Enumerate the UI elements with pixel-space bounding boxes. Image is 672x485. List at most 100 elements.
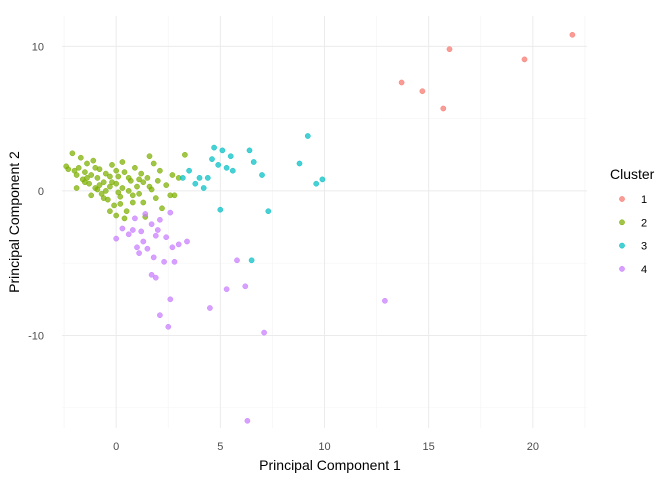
- data-point-cluster-2: [144, 175, 151, 181]
- data-point-cluster-2: [92, 164, 99, 171]
- data-point-cluster-2: [138, 170, 145, 177]
- data-point-cluster-2: [109, 179, 115, 186]
- legend-key-cluster-3: [619, 242, 625, 249]
- data-point-cluster-2: [163, 182, 170, 188]
- data-point-cluster-3: [265, 208, 272, 215]
- data-point-cluster-4: [223, 286, 230, 293]
- data-point-cluster-4: [140, 238, 147, 245]
- x-axis-title: Principal Component 1: [259, 457, 401, 473]
- legend-label-cluster-2: 2: [641, 217, 647, 229]
- data-point-cluster-3: [219, 147, 226, 154]
- y-tick-label: 10: [32, 41, 44, 53]
- legend-key-cluster-1: [619, 196, 625, 202]
- data-point-cluster-2: [96, 182, 103, 188]
- data-point-cluster-2: [102, 188, 109, 194]
- data-point-cluster-2: [90, 157, 97, 164]
- data-point-cluster-2: [157, 167, 163, 174]
- x-tick-label: 20: [527, 441, 539, 453]
- data-point-cluster-4: [134, 244, 140, 251]
- legend-label-cluster-3: 3: [641, 241, 647, 253]
- data-point-cluster-2: [117, 201, 124, 207]
- data-point-cluster-4: [165, 323, 172, 330]
- data-point-cluster-4: [154, 227, 161, 233]
- data-point-cluster-3: [229, 167, 236, 174]
- data-point-cluster-4: [242, 283, 249, 290]
- data-point-cluster-2: [84, 160, 90, 167]
- grid-major-lines: [62, 16, 587, 428]
- data-point-cluster-2: [134, 183, 140, 190]
- data-point-cluster-3: [223, 164, 230, 171]
- data-point-cluster-3: [186, 167, 192, 174]
- legend-label-cluster-4: 4: [641, 264, 647, 276]
- data-point-cluster-1: [398, 79, 405, 86]
- data-point-cluster-2: [73, 185, 80, 191]
- x-tick-label: 5: [217, 441, 223, 453]
- data-point-cluster-4: [167, 209, 174, 216]
- data-point-cluster-2: [129, 199, 136, 206]
- data-point-cluster-3: [209, 156, 215, 162]
- data-point-cluster-3: [211, 144, 217, 151]
- data-point-cluster-4: [169, 244, 176, 251]
- data-point-cluster-2: [115, 189, 122, 196]
- data-point-cluster-2: [75, 164, 82, 171]
- data-point-cluster-2: [82, 169, 88, 175]
- data-point-cluster-2: [136, 176, 142, 183]
- data-point-cluster-3: [196, 175, 203, 181]
- legend-items: 1 2 3 4: [619, 194, 647, 276]
- x-tick-label: 15: [423, 441, 435, 453]
- data-points: [63, 31, 576, 424]
- data-point-cluster-2: [125, 188, 132, 194]
- data-point-cluster-2: [169, 172, 176, 178]
- data-point-cluster-2: [119, 185, 126, 191]
- data-point-cluster-2: [84, 175, 90, 181]
- data-point-cluster-4: [234, 257, 240, 264]
- data-point-cluster-4: [148, 221, 155, 228]
- data-point-cluster-1: [440, 105, 447, 112]
- data-point-cluster-2: [171, 192, 178, 199]
- data-point-cluster-1: [521, 56, 528, 63]
- legend-key-cluster-2: [619, 219, 625, 226]
- data-point-cluster-2: [125, 175, 132, 181]
- data-point-cluster-4: [119, 225, 126, 232]
- data-point-cluster-1: [446, 46, 453, 53]
- data-point-cluster-4: [113, 235, 120, 242]
- data-point-cluster-4: [152, 274, 159, 281]
- legend-key-cluster-4: [619, 266, 625, 272]
- data-point-cluster-2: [100, 195, 107, 201]
- data-point-cluster-1: [569, 31, 576, 38]
- data-point-cluster-3: [313, 180, 320, 187]
- data-point-cluster-3: [319, 176, 326, 183]
- data-point-cluster-2: [123, 208, 130, 215]
- y-tick-label: 0: [38, 186, 44, 198]
- data-point-cluster-2: [115, 173, 122, 180]
- data-point-cluster-4: [136, 250, 142, 256]
- legend: Cluster 1 2 3 4: [610, 166, 655, 276]
- data-point-cluster-4: [171, 258, 178, 265]
- data-point-cluster-2: [73, 172, 80, 178]
- data-point-cluster-2: [132, 164, 138, 171]
- data-point-cluster-4: [163, 234, 170, 241]
- data-point-cluster-2: [77, 154, 84, 161]
- data-point-cluster-2: [129, 192, 136, 199]
- data-point-cluster-4: [144, 245, 151, 252]
- y-tick-label: -10: [28, 330, 44, 342]
- data-point-cluster-4: [175, 241, 182, 248]
- data-point-cluster-2: [150, 160, 157, 167]
- data-point-cluster-3: [250, 159, 257, 165]
- data-point-cluster-2: [88, 192, 95, 199]
- data-point-cluster-2: [107, 173, 113, 180]
- data-point-cluster-2: [140, 179, 147, 186]
- data-point-cluster-2: [154, 177, 161, 184]
- x-tick-label: 10: [318, 441, 330, 453]
- data-point-cluster-4: [167, 296, 174, 303]
- data-point-cluster-2: [102, 170, 109, 177]
- data-point-cluster-4: [157, 312, 163, 319]
- data-point-cluster-4: [125, 231, 132, 238]
- data-point-cluster-2: [111, 202, 117, 209]
- data-point-cluster-2: [121, 169, 128, 175]
- data-point-cluster-3: [200, 185, 207, 191]
- data-point-cluster-2: [140, 199, 147, 206]
- y-axis-title: Principal Component 2: [6, 151, 22, 293]
- y-axis-tick-labels: -10 0 10: [28, 41, 44, 342]
